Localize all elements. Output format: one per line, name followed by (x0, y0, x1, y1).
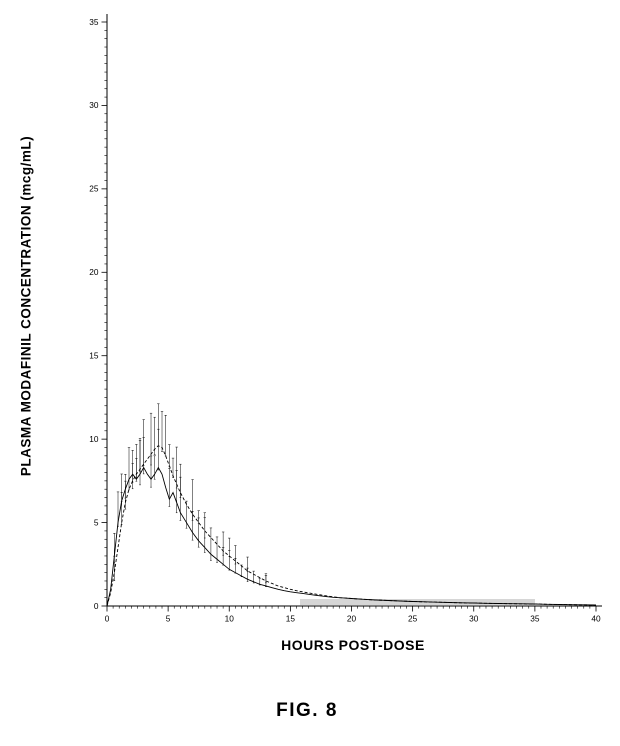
svg-text:30: 30 (469, 614, 479, 624)
svg-text:15: 15 (286, 614, 296, 624)
svg-text:30: 30 (89, 100, 99, 110)
svg-text:25: 25 (89, 184, 99, 194)
svg-text:10: 10 (225, 614, 235, 624)
svg-text:0: 0 (94, 601, 99, 611)
svg-text:15: 15 (89, 351, 99, 361)
svg-text:35: 35 (530, 614, 540, 624)
svg-text:40: 40 (591, 614, 601, 624)
svg-text:25: 25 (408, 614, 418, 624)
svg-text:10: 10 (89, 434, 99, 444)
svg-text:20: 20 (347, 614, 357, 624)
svg-text:35: 35 (89, 17, 99, 27)
svg-text:20: 20 (89, 267, 99, 277)
svg-text:5: 5 (166, 614, 171, 624)
svg-text:0: 0 (105, 614, 110, 624)
svg-text:5: 5 (94, 517, 99, 527)
